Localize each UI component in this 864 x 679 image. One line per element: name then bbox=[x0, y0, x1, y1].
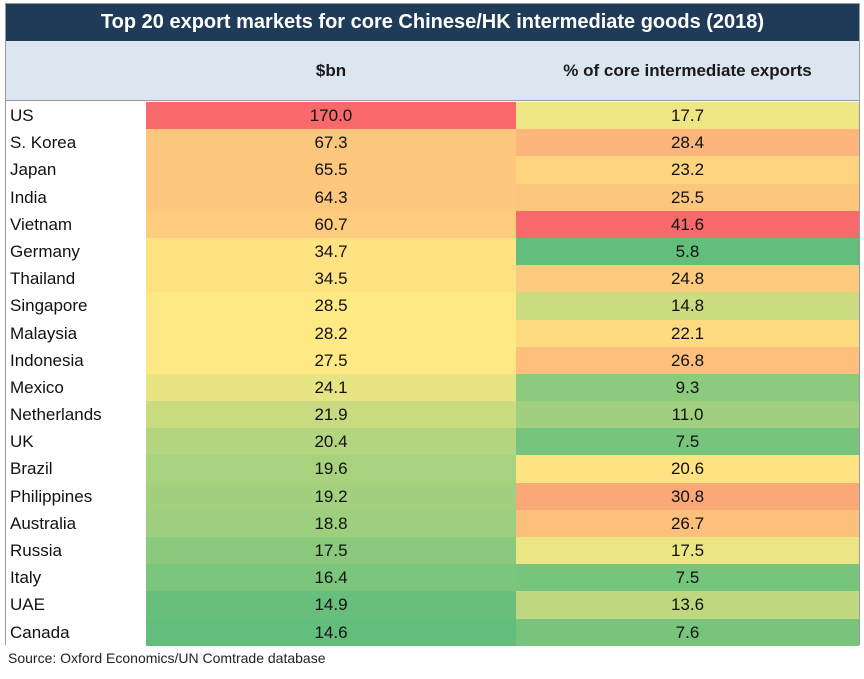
table-row: Indonesia 27.5 26.8 bbox=[6, 346, 859, 374]
value-pct-cell: 5.8 bbox=[516, 237, 859, 266]
value-pct-cell: 30.8 bbox=[516, 482, 859, 510]
value-pct-cell: 22.1 bbox=[516, 319, 859, 347]
country-label: Thailand bbox=[6, 265, 146, 293]
value-bn-cell: 17.5 bbox=[146, 537, 516, 565]
country-label: India bbox=[6, 183, 146, 211]
value-pct-cell: 7.6 bbox=[516, 618, 859, 646]
header-row: $bn % of core intermediate exports bbox=[6, 41, 859, 101]
value-bn-cell: 24.1 bbox=[146, 373, 516, 402]
value-pct-cell: 41.6 bbox=[516, 210, 859, 238]
country-label: Singapore bbox=[6, 292, 146, 320]
value-bn-cell: 34.7 bbox=[146, 237, 516, 266]
value-bn-cell: 19.6 bbox=[146, 455, 516, 483]
value-bn-cell: 28.5 bbox=[146, 292, 516, 320]
table-row: Canada 14.6 7.6 bbox=[6, 618, 859, 646]
value-pct-cell: 23.2 bbox=[516, 156, 859, 184]
country-label: Canada bbox=[6, 618, 146, 646]
value-pct-cell: 14.8 bbox=[516, 292, 859, 320]
country-label: Netherlands bbox=[6, 401, 146, 429]
value-pct-cell: 17.5 bbox=[516, 537, 859, 565]
value-bn-cell: 67.3 bbox=[146, 129, 516, 157]
value-bn-cell: 19.2 bbox=[146, 482, 516, 510]
table-row: Italy 16.4 7.5 bbox=[6, 564, 859, 592]
table-title: Top 20 export markets for core Chinese/H… bbox=[6, 4, 859, 41]
value-pct-cell: 24.8 bbox=[516, 265, 859, 293]
column-header-pct: % of core intermediate exports bbox=[563, 61, 812, 80]
table-row: Australia 18.8 26.7 bbox=[6, 509, 859, 537]
country-label: Mexico bbox=[6, 373, 146, 402]
value-pct-cell: 26.7 bbox=[516, 509, 859, 537]
country-label: Indonesia bbox=[6, 346, 146, 374]
country-label: UK bbox=[6, 428, 146, 456]
country-label: Australia bbox=[6, 509, 146, 537]
table-row: Vietnam 60.7 41.6 bbox=[6, 210, 859, 238]
value-bn-cell: 16.4 bbox=[146, 564, 516, 592]
table-row: Malaysia 28.2 22.1 bbox=[6, 319, 859, 347]
value-bn-cell: 60.7 bbox=[146, 210, 516, 238]
country-label: Vietnam bbox=[6, 210, 146, 238]
table-row: Netherlands 21.9 11.0 bbox=[6, 401, 859, 429]
table-body: US 170.0 17.7 S. Korea 67.3 28.4 Japan 65.5 23.2… bbox=[6, 102, 859, 646]
value-bn-cell: 28.2 bbox=[146, 319, 516, 347]
value-pct-cell: 13.6 bbox=[516, 591, 859, 619]
column-header-bn: $bn bbox=[315, 61, 347, 80]
table-row: Japan 65.5 23.2 bbox=[6, 156, 859, 184]
value-pct-cell: 28.4 bbox=[516, 129, 859, 157]
value-bn-cell: 27.5 bbox=[146, 346, 516, 374]
table-row: S. Korea 67.3 28.4 bbox=[6, 129, 859, 157]
table-row: Mexico 24.1 9.3 bbox=[6, 373, 859, 402]
value-pct-cell: 17.7 bbox=[516, 102, 859, 130]
value-bn-cell: 65.5 bbox=[146, 156, 516, 184]
country-label: UAE bbox=[6, 591, 146, 619]
table-row: India 64.3 25.5 bbox=[6, 183, 859, 211]
country-label: Japan bbox=[6, 156, 146, 184]
country-label: Brazil bbox=[6, 455, 146, 483]
table-row: UAE 14.9 13.6 bbox=[6, 591, 859, 619]
country-label: Philippines bbox=[6, 482, 146, 510]
country-label: S. Korea bbox=[6, 129, 146, 157]
source-note: Source: Oxford Economics/UN Comtrade dat… bbox=[8, 650, 326, 666]
value-bn-cell: 20.4 bbox=[146, 428, 516, 456]
value-bn-cell: 14.9 bbox=[146, 591, 516, 619]
country-label: Germany bbox=[6, 237, 146, 266]
value-pct-cell: 7.5 bbox=[516, 428, 859, 456]
table-row: UK 20.4 7.5 bbox=[6, 428, 859, 456]
value-pct-cell: 20.6 bbox=[516, 455, 859, 483]
value-pct-cell: 26.8 bbox=[516, 346, 859, 374]
value-pct-cell: 25.5 bbox=[516, 183, 859, 211]
value-pct-cell: 7.5 bbox=[516, 564, 859, 592]
value-bn-cell: 18.8 bbox=[146, 509, 516, 537]
value-bn-cell: 34.5 bbox=[146, 265, 516, 293]
table-row: Brazil 19.6 20.6 bbox=[6, 455, 859, 483]
table-row: Thailand 34.5 24.8 bbox=[6, 265, 859, 293]
value-bn-cell: 170.0 bbox=[146, 102, 516, 130]
table-row: Germany 34.7 5.8 bbox=[6, 237, 859, 266]
country-label: US bbox=[6, 102, 146, 130]
table-row: Philippines 19.2 30.8 bbox=[6, 482, 859, 510]
country-label: Russia bbox=[6, 537, 146, 565]
table-row: Singapore 28.5 14.8 bbox=[6, 292, 859, 320]
country-label: Malaysia bbox=[6, 319, 146, 347]
value-bn-cell: 64.3 bbox=[146, 183, 516, 211]
value-bn-cell: 21.9 bbox=[146, 401, 516, 429]
value-pct-cell: 11.0 bbox=[516, 401, 859, 429]
country-label: Italy bbox=[6, 564, 146, 592]
heatmap-table: Top 20 export markets for core Chinese/H… bbox=[5, 3, 860, 646]
table-row: Russia 17.5 17.5 bbox=[6, 537, 859, 565]
value-pct-cell: 9.3 bbox=[516, 373, 859, 402]
value-bn-cell: 14.6 bbox=[146, 618, 516, 646]
table-row: US 170.0 17.7 bbox=[6, 102, 859, 130]
